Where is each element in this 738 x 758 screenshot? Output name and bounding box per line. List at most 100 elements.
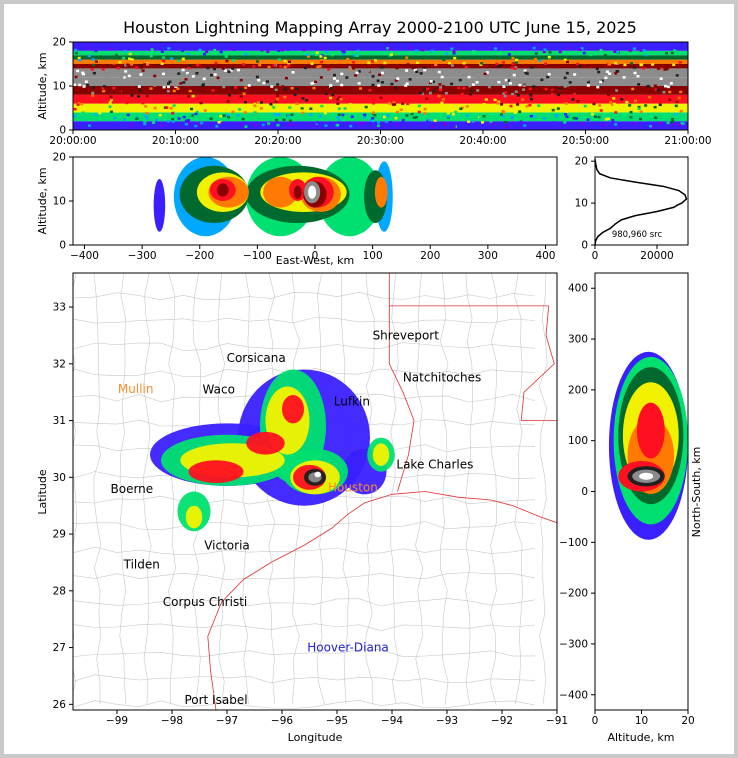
north-south-ytick-label: 0 [581,486,588,498]
time-height-speckle [586,80,590,84]
time-height-speckle [605,70,609,73]
time-height-speckle [389,53,393,56]
county-line [73,342,536,351]
time-height-speckle [670,120,674,124]
time-height-speckle [582,51,586,55]
time-height-speckle [639,63,643,67]
time-height-speckle [542,50,546,54]
time-height-speckle [376,121,380,124]
time-height-speckle [446,107,450,111]
time-height-speckle [503,91,507,94]
time-height-speckle [659,121,663,125]
time-height-speckle [243,101,247,104]
time-height-speckle [380,81,384,84]
time-height-speckle [272,64,276,67]
time-height-speckle [650,83,654,86]
time-height-speckle [291,97,295,101]
time-height-speckle [576,100,580,103]
time-height-speckle [555,115,559,118]
time-height-speckle [644,53,648,57]
time-height-speckle [644,104,648,107]
time-height-speckle [552,89,556,93]
time-height-speckle [467,120,471,123]
time-height-speckle [529,94,533,97]
time-height-speckle [216,76,220,80]
time-height-speckle [254,106,258,109]
time-height-speckle [673,49,677,52]
time-height-speckle [301,104,305,108]
time-height-speckle [656,67,660,70]
time-height-speckle [556,107,560,110]
time-height-speckle [383,61,387,65]
histogram-plot-area [595,157,688,245]
time-height-speckle [425,97,429,101]
time-height-speckle [572,116,576,120]
histogram-ytick-label: 20 [575,156,588,168]
time-height-speckle [320,60,324,64]
time-height-speckle [616,51,620,54]
time-height-speckle [528,87,532,91]
time-height-speckle [257,79,261,82]
map-density-cell [372,443,390,466]
time-height-speckle [372,102,376,105]
time-height-speckle [143,86,147,90]
time-height-speckle [426,87,430,91]
city-label: Waco [203,382,235,396]
time-height-speckle [77,102,81,105]
time-height-speckle [226,113,230,117]
time-height-speckle [415,70,419,74]
time-height-speckle [202,77,206,81]
time-height-speckle [186,52,190,56]
time-height-speckle [296,74,300,78]
time-height-speckle [672,47,676,50]
time-height-speckle [623,107,627,111]
time-height-speckle [144,105,148,108]
time-height-speckle [634,99,638,103]
time-height-speckle [528,103,532,107]
time-height-speckle [332,77,336,80]
time-height-speckle [290,113,294,116]
time-height-speckle [533,57,537,61]
time-height-speckle [406,102,410,106]
time-height-speckle [231,86,235,89]
time-height-speckle [663,84,667,88]
time-height-speckle [450,64,454,67]
time-height-speckle [149,54,153,58]
time-height-speckle [149,87,153,90]
time-height-speckle [637,83,641,86]
time-height-speckle [497,100,501,104]
time-height-speckle [118,89,122,92]
source-count-annotation: 980,960 src [612,230,663,240]
time-height-speckle [636,75,640,78]
time-height-speckle [410,112,414,116]
time-height-speckle [102,89,106,93]
time-height-speckle [634,60,638,63]
time-height-speckle [74,51,78,55]
time-height-speckle [276,123,280,127]
time-height-speckle [487,86,491,89]
time-height-speckle [379,118,383,121]
time-height-speckle [613,61,617,65]
time-height-speckle [258,125,262,128]
time-height-speckle [452,52,456,55]
time-height-speckle [272,106,276,109]
time-height-speckle [336,123,340,127]
time-height-speckle [113,116,117,120]
time-height-band [73,59,688,64]
time-height-speckle [629,110,633,114]
time-height-speckle [177,72,181,75]
time-height-speckle [177,117,181,120]
time-height-speckle [312,86,316,90]
time-height-speckle [248,123,252,127]
time-height-speckle [287,60,291,64]
time-height-speckle [652,94,656,97]
time-height-speckle [130,87,134,90]
time-height-speckle [284,87,288,91]
time-height-speckle [441,98,445,101]
time-height-band [73,50,688,56]
time-height-speckle [109,110,113,114]
time-height-speckle [428,81,432,84]
time-height-speckle [571,124,575,128]
time-height-xtick-label: 20:50:00 [562,135,609,147]
north-south-ytick-label: 200 [568,384,588,396]
